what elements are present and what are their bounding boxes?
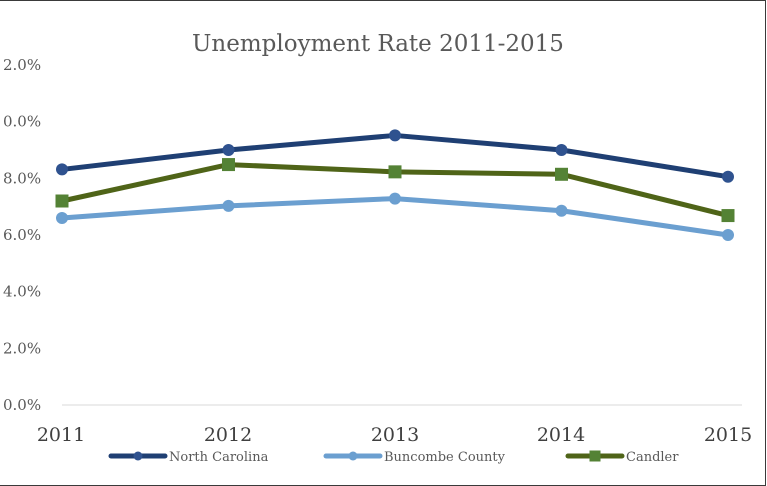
data-point xyxy=(555,167,568,181)
series-lines xyxy=(59,132,731,238)
y-tick-label: 2.0% xyxy=(3,56,41,74)
x-tick-label: 2012 xyxy=(204,424,252,446)
x-tick-label: 2015 xyxy=(704,424,752,446)
data-point xyxy=(222,144,235,156)
x-tick-label: 2011 xyxy=(37,424,85,446)
y-axis: 0.0% 2.0% 4.0% 6.0% 8.0% 0.0% 2.0% xyxy=(3,56,41,414)
y-tick-label: 4.0% xyxy=(3,283,41,301)
legend-swatch-marker xyxy=(133,451,143,461)
data-point xyxy=(555,204,568,217)
x-tick-label: 2014 xyxy=(537,424,585,446)
y-tick-label: 8.0% xyxy=(3,169,41,187)
data-point xyxy=(56,163,68,176)
data-point xyxy=(722,229,734,241)
data-point xyxy=(722,170,734,183)
chart-title: Unemployment Rate 2011-2015 xyxy=(192,31,564,57)
legend-label: Buncombe County xyxy=(384,450,506,465)
legend: North Carolina Buncombe County Candler xyxy=(108,450,679,465)
legend-swatch-marker xyxy=(589,450,601,462)
data-point xyxy=(56,212,68,224)
y-tick-label: 0.0% xyxy=(3,113,41,131)
data-point xyxy=(389,129,401,142)
x-tick-label: 2013 xyxy=(371,424,419,446)
data-point xyxy=(388,165,402,179)
data-point xyxy=(55,194,69,208)
data-point xyxy=(721,209,735,223)
data-point xyxy=(222,158,235,172)
x-axis: 2011 2012 2013 2014 2015 xyxy=(37,424,752,446)
legend-label: North Carolina xyxy=(169,450,269,465)
legend-swatch-marker xyxy=(348,451,358,461)
data-point xyxy=(389,192,401,205)
data-point xyxy=(222,199,235,212)
data-point xyxy=(555,144,568,156)
y-tick-label: 0.0% xyxy=(3,396,41,414)
series-markers xyxy=(55,129,735,241)
y-tick-label: 6.0% xyxy=(3,226,41,244)
y-tick-label: 2.0% xyxy=(3,339,41,357)
legend-label: Candler xyxy=(626,450,679,465)
